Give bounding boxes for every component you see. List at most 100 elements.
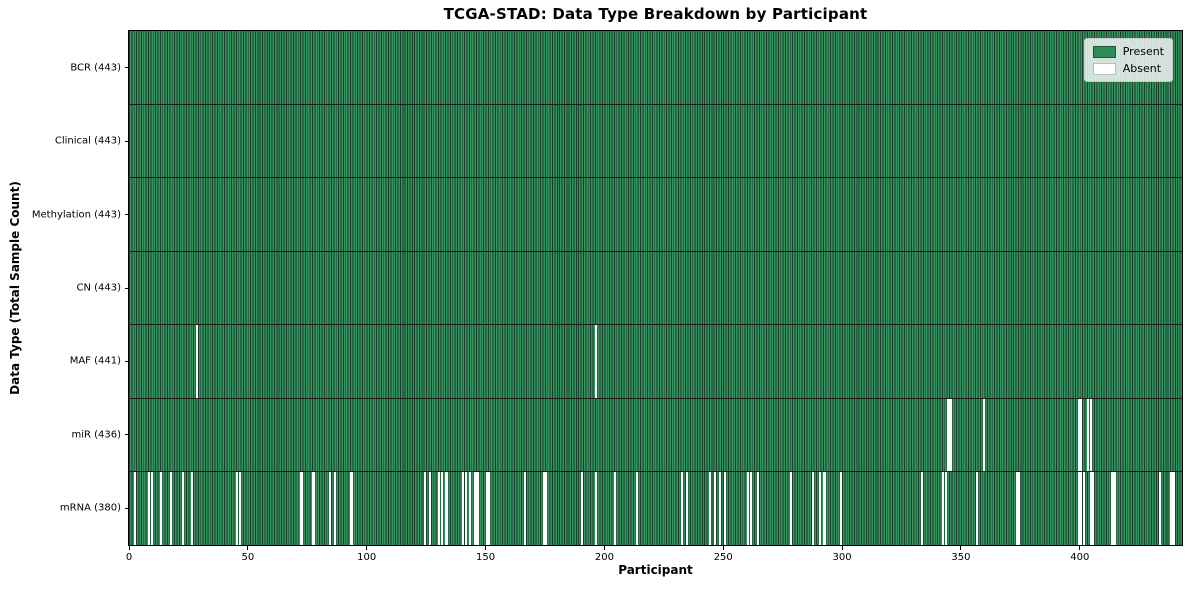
absent-cell (949, 398, 952, 472)
absent-cell (756, 471, 759, 545)
y-tick-mark (125, 214, 129, 216)
absent-cell (134, 471, 137, 545)
y-tick-mark (125, 287, 129, 289)
x-tick-label: 350 (951, 552, 971, 563)
absent-cell (523, 471, 527, 545)
x-tick-mark (366, 546, 368, 550)
legend-swatch-absent-icon (1092, 62, 1116, 75)
absent-cell (236, 471, 239, 545)
absent-cell (947, 398, 950, 472)
absent-cell (747, 471, 750, 545)
absent-cell (1111, 471, 1114, 545)
absent-cell (476, 471, 479, 545)
row-separator (129, 397, 1182, 399)
x-axis: 0 50 100 150 200 250 300 350 400 (125, 546, 1182, 576)
y-tick-label: Methylation (443) (31, 209, 121, 221)
absent-cell (424, 471, 427, 545)
x-tick-label: 0 (125, 552, 133, 563)
y-axis-label: Data Type (Total Sample Count) (8, 181, 22, 395)
x-tick-label: 400 (1070, 552, 1090, 563)
x-tick-mark (1079, 546, 1081, 550)
legend-entry-present: Present (1092, 45, 1164, 58)
legend-label-present: Present (1122, 45, 1164, 58)
absent-cell (723, 471, 726, 545)
absent-cell (160, 471, 163, 545)
y-tick-mark (125, 360, 129, 362)
absent-cell (680, 471, 683, 545)
absent-cell (790, 471, 793, 545)
y-tick-label: MAF (441) (69, 355, 121, 367)
absent-cell (942, 471, 945, 545)
y-axis: BCR (443) Clinical (443) Methylation (443)… (0, 31, 129, 545)
absent-cell (1092, 471, 1095, 545)
row-separator (129, 324, 1182, 326)
x-tick-label: 50 (241, 552, 255, 563)
x-tick-label: 100 (357, 552, 377, 563)
absent-cell (718, 471, 721, 545)
absent-cell (488, 471, 491, 545)
absent-cell (614, 471, 617, 545)
x-tick-mark (247, 546, 249, 550)
absent-cell (1170, 471, 1173, 545)
x-tick-mark (841, 546, 843, 550)
y-tick-label: mRNA (380) (59, 502, 121, 514)
absent-cell (329, 471, 332, 545)
absent-cell (238, 471, 241, 545)
absent-cell (1113, 471, 1116, 545)
legend-label-absent: Absent (1122, 62, 1162, 75)
absent-cell (545, 471, 548, 545)
absent-cell (1087, 398, 1090, 472)
y-tick-mark (125, 507, 129, 509)
absent-cell (975, 471, 978, 545)
absent-cell (191, 471, 194, 545)
x-tick-label: 250 (713, 552, 733, 563)
absent-cell (169, 471, 172, 545)
absent-cell (818, 471, 821, 545)
y-tick-mark (125, 140, 129, 142)
absent-cell (1077, 398, 1080, 472)
absent-cell (685, 471, 688, 545)
legend-entry-absent: Absent (1092, 62, 1164, 75)
x-tick-label: 150 (475, 552, 496, 563)
absent-cell (428, 471, 431, 545)
legend: Present Absent (1083, 38, 1173, 82)
absent-cell (1015, 471, 1019, 545)
absent-cell (445, 471, 448, 545)
x-tick-label: 200 (594, 552, 614, 563)
row-separator (129, 250, 1182, 252)
absent-cell (1172, 471, 1175, 545)
absent-cell (469, 471, 472, 545)
absent-cell (749, 471, 752, 545)
absent-cell (1089, 398, 1092, 472)
absent-cell (944, 471, 947, 545)
absent-cell (595, 471, 598, 545)
absent-cell (181, 471, 184, 545)
x-tick-mark (485, 546, 487, 550)
y-tick-mark (125, 67, 129, 69)
absent-cell (1082, 471, 1085, 545)
absent-cell (438, 471, 441, 545)
absent-cell (811, 471, 814, 545)
absent-cell (580, 471, 584, 545)
absent-cell (542, 471, 546, 545)
x-tick-mark (603, 546, 605, 550)
absent-cell (312, 471, 315, 545)
x-tick-label: 300 (832, 552, 852, 563)
absent-cell (1018, 471, 1021, 545)
absent-cell (714, 471, 717, 545)
plot-area: Present Absent (128, 30, 1183, 546)
absent-cell (1077, 471, 1080, 545)
absent-cell (709, 471, 712, 545)
y-tick-label: CN (443) (76, 282, 121, 294)
absent-cell (474, 471, 477, 545)
row-separator (129, 177, 1182, 179)
y-tick-label: miR (436) (71, 429, 121, 441)
absent-cell (1080, 398, 1083, 472)
absent-cell (982, 398, 985, 472)
absent-cell (920, 471, 923, 545)
y-tick-label: BCR (443) (70, 62, 121, 74)
absent-cell (595, 324, 598, 399)
absent-cell (1080, 471, 1083, 545)
y-tick-mark (125, 434, 129, 436)
